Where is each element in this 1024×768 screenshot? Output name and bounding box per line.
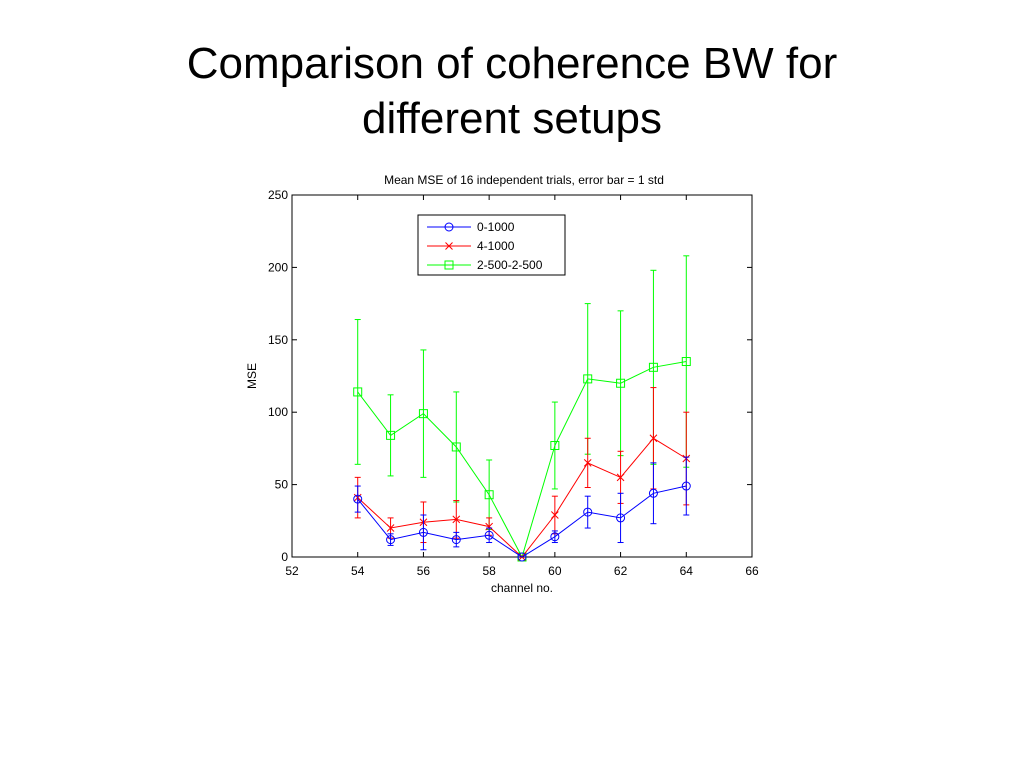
data-point [550,532,560,542]
legend-label: 0-1000 [477,220,515,234]
y-axis-label: MSE [245,363,259,389]
y-tick-label: 100 [268,405,288,419]
slide-title-line-2: different setups [361,94,663,143]
legend-marker [445,242,453,250]
data-point [484,530,494,540]
series-4-1000 [353,387,691,561]
data-point [517,552,527,562]
series-2-500-2-500 [353,255,691,562]
data-point [583,459,592,467]
data-point [451,535,461,545]
data-point [583,374,593,384]
data-point [681,481,691,491]
legend-marker [444,260,454,270]
axes-layer: 52 54 56 58 60 62 64 66 0 50 100 150 200 250 [268,188,759,578]
x-tick-label: 58 [482,564,496,578]
data-point [649,434,658,443]
data-point [583,507,593,517]
data-point [550,441,560,451]
data-point [386,535,396,545]
legend: 0-1000 4-1000 2-500-2-500 [417,214,566,276]
y-tick-label: 250 [268,188,288,202]
data-point [485,522,493,531]
x-tick-label: 62 [614,564,628,578]
data-point [616,513,626,523]
legend-marker [444,222,454,232]
legend-label: 2-500-2-500 [477,258,543,272]
data-point [648,362,658,372]
data-point [418,409,428,419]
data-point [484,490,494,500]
data-point [616,378,626,388]
data-point [551,511,559,519]
series-line [357,361,687,559]
data-point [452,515,461,524]
data-point [418,527,428,537]
data-point [451,442,461,452]
x-tick-label: 64 [680,564,694,578]
x-tick-label: 56 [417,564,431,578]
series-layer [353,255,691,562]
y-tick-label: 50 [275,478,289,492]
slide-title: Comparison of coherence BW for different… [0,36,1024,146]
series-line [357,437,687,558]
slide-title-line-1: Comparison of coherence BW for [186,39,838,88]
data-point [681,357,691,367]
chart-title: Mean MSE of 16 independent trials, error… [384,173,664,187]
legend-label: 4-1000 [477,239,515,253]
data-point [353,387,363,397]
y-tick-label: 150 [268,333,288,347]
y-tick-label: 0 [281,550,288,564]
series-line [357,485,687,558]
x-tick-label: 54 [351,564,365,578]
y-tick-label: 200 [268,260,288,274]
data-point [616,473,625,482]
data-point [648,488,658,498]
x-axis-label: channel no. [491,581,553,595]
data-point [353,494,363,504]
data-point [386,524,395,532]
x-tick-label: 60 [548,564,562,578]
data-point [386,430,396,440]
x-tick-label: 66 [745,564,759,578]
series-0-1000 [353,456,691,562]
x-tick-label: 52 [285,564,299,578]
